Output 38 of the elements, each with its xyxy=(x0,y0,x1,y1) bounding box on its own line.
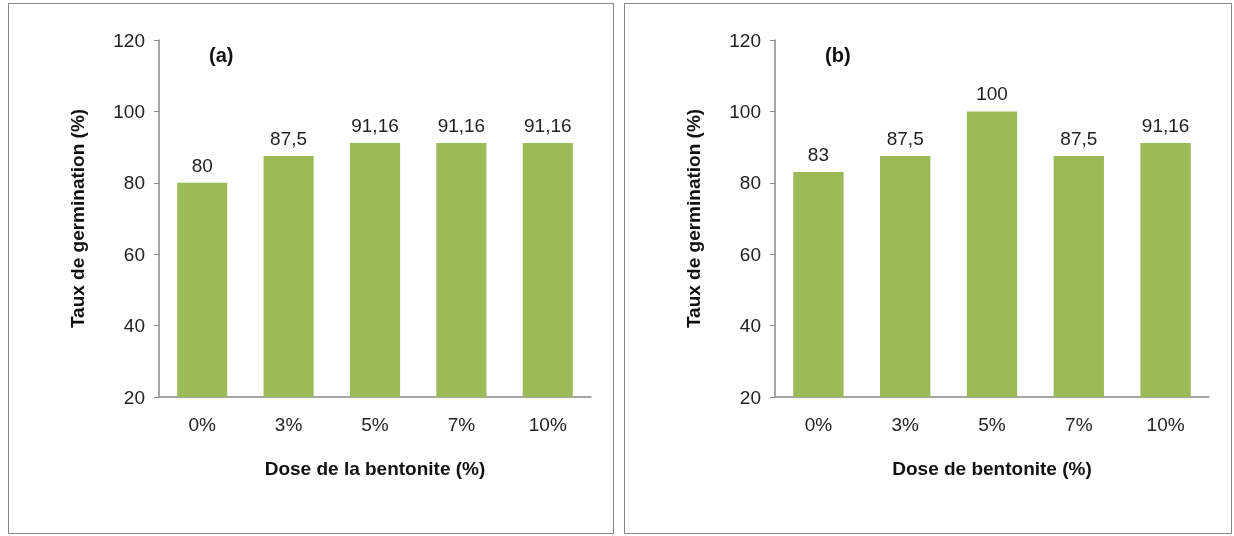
x-tick-label: 0% xyxy=(188,414,217,435)
data-label: 91,16 xyxy=(351,114,399,136)
x-tick-label: 5% xyxy=(361,414,389,435)
x-tick-label: 10% xyxy=(1146,414,1185,435)
data-label: 87,5 xyxy=(886,128,924,150)
data-label: 91,16 xyxy=(524,114,572,136)
y-tick-label: 80 xyxy=(123,172,145,194)
y-tick-label: 120 xyxy=(113,29,145,51)
x-axis-title: Dose de bentonite (%) xyxy=(892,458,1092,479)
x-tick-label: 5% xyxy=(978,414,1006,435)
x-axis-title: Dose de la bentonite (%) xyxy=(264,458,486,479)
x-tick-label: 3% xyxy=(891,414,920,435)
y-tick-label: 80 xyxy=(739,172,761,194)
data-label: 91,16 xyxy=(437,114,486,136)
data-label: 83 xyxy=(807,144,829,166)
y-tick-label: 100 xyxy=(113,100,145,122)
y-tick-label: 40 xyxy=(123,315,145,337)
y-tick-label: 100 xyxy=(729,100,761,122)
y-tick-label: 40 xyxy=(739,315,761,337)
chart-title: (b) xyxy=(825,44,851,66)
y-axis-title: Taux de germination (%) xyxy=(67,108,88,329)
y-tick-label: 20 xyxy=(739,386,761,408)
x-tick-label: 0% xyxy=(804,414,833,435)
chart-title: (a) xyxy=(209,44,234,66)
y-tick-label: 60 xyxy=(123,243,145,265)
data-label: 91,16 xyxy=(1141,114,1190,136)
x-tick-label: 10% xyxy=(528,414,567,435)
data-label: 80 xyxy=(191,154,213,176)
x-tick-label: 7% xyxy=(447,414,476,435)
data-label: 87,5 xyxy=(270,128,308,150)
y-tick-label: 120 xyxy=(729,29,761,51)
y-tick-label: 20 xyxy=(123,386,145,408)
y-tick-label: 60 xyxy=(739,243,761,265)
data-label: 100 xyxy=(976,83,1008,105)
x-tick-label: 3% xyxy=(274,414,303,435)
data-label: 87,5 xyxy=(1060,128,1098,150)
x-tick-label: 7% xyxy=(1065,414,1093,435)
y-axis-title: Taux de germination (%) xyxy=(683,108,704,329)
